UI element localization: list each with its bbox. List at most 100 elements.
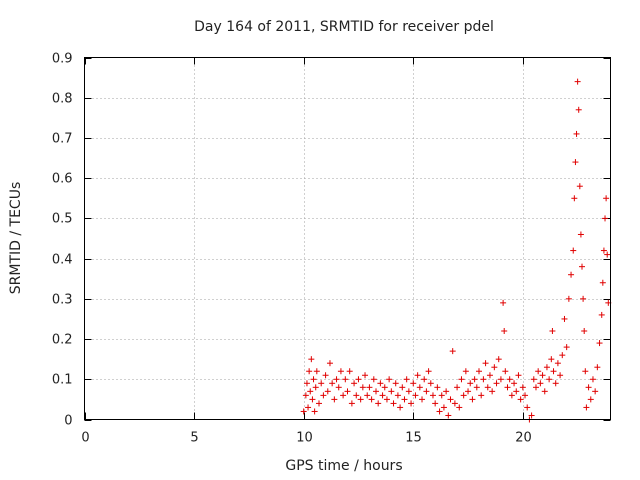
y-ticks: 0 0.1 0.2 0.3 0.4 0.5 0.6 0.7 0.8 0.9: [52, 52, 611, 429]
data-point: [575, 106, 582, 113]
y-tick-label: 0.7: [52, 132, 73, 147]
data-point: [440, 404, 447, 411]
data-point: [563, 344, 570, 351]
data-point: [309, 396, 316, 403]
data-point: [480, 376, 487, 383]
data-point: [541, 388, 548, 395]
data-point: [537, 380, 544, 387]
data-point: [539, 372, 546, 379]
data-point: [482, 360, 489, 367]
data-point: [577, 231, 584, 238]
data-point: [353, 392, 360, 399]
data-point: [310, 376, 317, 383]
data-point: [405, 388, 412, 395]
data-point: [581, 328, 588, 335]
data-point: [532, 384, 539, 391]
data-point: [375, 400, 382, 407]
data-point: [366, 384, 373, 391]
data-point: [307, 388, 314, 395]
data-point: [445, 412, 452, 419]
data-point: [329, 380, 336, 387]
data-point: [447, 396, 454, 403]
data-point: [303, 380, 310, 387]
data-point: [585, 384, 592, 391]
data-point: [331, 396, 338, 403]
data-point: [429, 392, 436, 399]
data-point: [570, 247, 577, 254]
data-point: [316, 400, 323, 407]
y-tick-label: 0.5: [52, 212, 73, 227]
data-point: [427, 380, 434, 387]
chart-title: Day 164 of 2011, SRMTID for receiver pde…: [194, 19, 494, 35]
data-point: [340, 392, 347, 399]
data-point: [337, 368, 344, 375]
data-point: [571, 195, 578, 202]
data-point: [392, 380, 399, 387]
data-point: [377, 380, 384, 387]
data-point: [592, 388, 599, 395]
x-ticks: 0 5 10 15 20: [81, 57, 532, 446]
data-point: [543, 364, 550, 371]
data-point: [346, 368, 353, 375]
data-point: [554, 360, 561, 367]
data-point: [351, 380, 358, 387]
data-point: [342, 376, 349, 383]
data-point: [495, 356, 502, 363]
y-tick-label: 0.6: [52, 172, 73, 187]
data-point: [333, 376, 340, 383]
data-point: [460, 392, 467, 399]
data-point: [300, 408, 307, 415]
data-point: [379, 392, 386, 399]
data-point: [372, 388, 379, 395]
data-point: [600, 247, 607, 254]
data-point: [561, 315, 568, 322]
data-point: [423, 388, 430, 395]
data-point: [603, 195, 610, 202]
data-point: [473, 384, 480, 391]
data-point: [549, 328, 556, 335]
data-point: [368, 396, 375, 403]
data-point: [594, 364, 601, 371]
data-point: [390, 400, 397, 407]
data-point: [383, 396, 390, 403]
data-point: [476, 368, 482, 375]
x-tick-label: 15: [405, 431, 422, 446]
data-point: [311, 408, 318, 415]
data-point: [469, 396, 476, 403]
data-point: [412, 392, 419, 399]
data-point: [335, 384, 342, 391]
data-point: [403, 376, 410, 383]
data-point: [587, 396, 594, 403]
data-point: [456, 404, 463, 411]
data-point: [462, 368, 469, 375]
data-point: [604, 251, 611, 258]
data-point: [434, 384, 441, 391]
data-point: [421, 376, 428, 383]
data-point: [548, 356, 555, 363]
data-point: [467, 380, 474, 387]
data-point: [348, 400, 355, 407]
data-point: [364, 392, 371, 399]
data-point: [416, 384, 423, 391]
data-points: [300, 78, 612, 423]
data-point: [359, 384, 366, 391]
data-point: [535, 368, 542, 375]
data-point: [370, 376, 377, 383]
data-point: [513, 388, 520, 395]
data-point: [502, 368, 509, 375]
data-point: [528, 412, 535, 419]
data-point: [313, 368, 320, 375]
data-point: [357, 396, 364, 403]
data-point: [432, 400, 439, 407]
data-point: [399, 384, 406, 391]
data-point: [414, 372, 421, 379]
x-tick-label: 20: [515, 431, 532, 446]
data-point: [362, 372, 369, 379]
data-point: [565, 295, 572, 302]
y-tick-label: 0: [64, 414, 72, 429]
data-point: [552, 380, 559, 387]
data-point: [486, 372, 493, 379]
data-point: [388, 388, 395, 395]
data-point: [306, 368, 313, 375]
